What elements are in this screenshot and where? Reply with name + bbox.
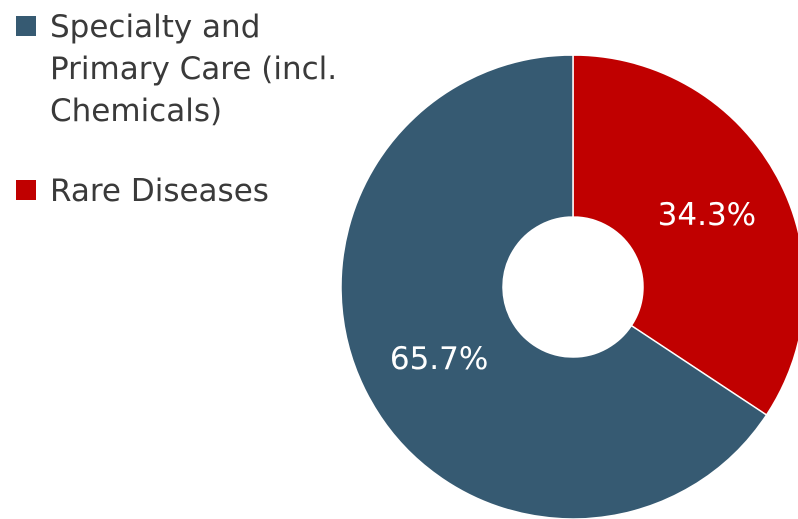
slice-label-rare-diseases: 34.3% [658, 197, 756, 233]
legend: Specialty and Primary Care (incl. Chemic… [16, 6, 376, 212]
donut-slices [340, 54, 798, 519]
legend-label-specialty: Specialty and Primary Care (incl. Chemic… [50, 9, 338, 129]
slice-specialty-and-primary-care-incl-chemicals [340, 54, 768, 519]
slice-labels: 34.3% 65.7% [390, 197, 756, 377]
legend-swatch-specialty [16, 16, 36, 36]
slice-label-specialty-and-primary-care-incl-chemicals: 65.7% [390, 341, 488, 377]
legend-item-rare-diseases: Rare Diseases [16, 170, 376, 212]
legend-item-specialty: Specialty and Primary Care (incl. Chemic… [16, 6, 376, 132]
slice-rare-diseases [572, 54, 798, 417]
legend-swatch-rare-diseases [16, 180, 36, 200]
legend-label-rare-diseases: Rare Diseases [50, 173, 269, 209]
